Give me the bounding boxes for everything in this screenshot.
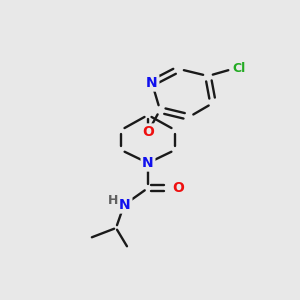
Text: O: O [172, 181, 184, 195]
Text: Cl: Cl [232, 61, 246, 74]
Text: O: O [142, 125, 154, 139]
Text: N: N [146, 76, 158, 90]
Text: N: N [142, 156, 154, 170]
Text: H: H [108, 194, 118, 206]
Text: N: N [119, 198, 131, 212]
